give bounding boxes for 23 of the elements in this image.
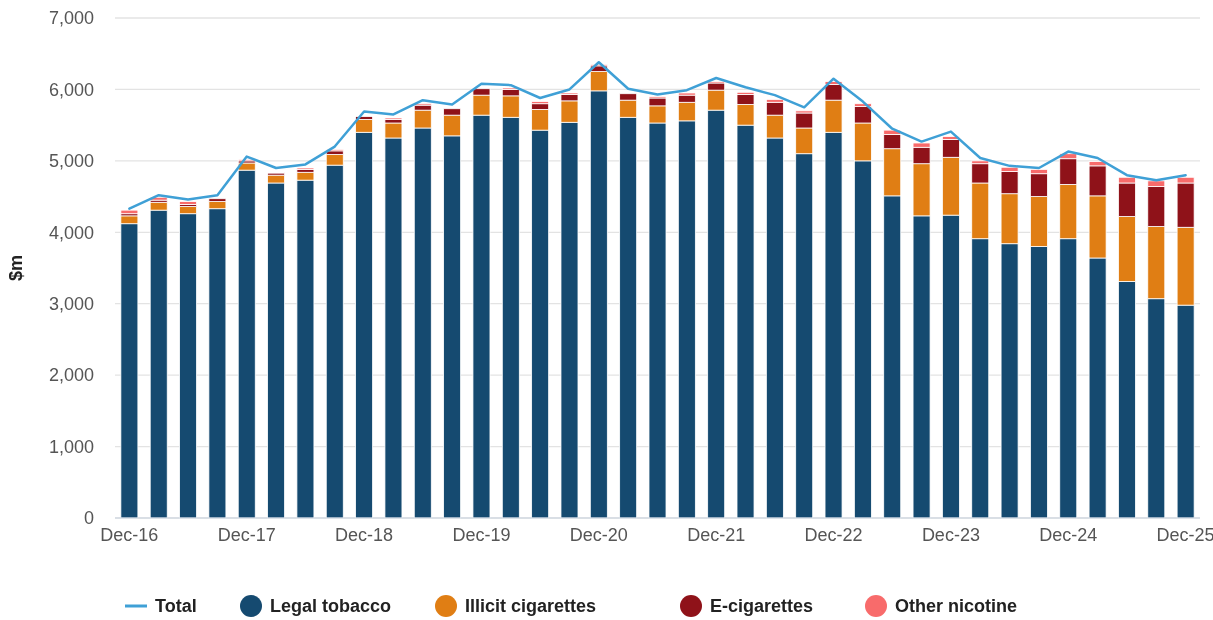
x-tick-label: Dec-20 xyxy=(569,525,628,545)
x-tick-label: Dec-19 xyxy=(452,525,511,545)
legend-label: Illicit cigarettes xyxy=(465,596,597,617)
y-tick-label: 5,000 xyxy=(48,151,94,172)
y-tick-label: 6,000 xyxy=(48,79,94,100)
x-tick-label: Dec-21 xyxy=(687,525,746,545)
y-tick-label: 2,000 xyxy=(48,365,94,386)
legend-label: Total xyxy=(155,596,197,617)
y-tick-label: 3,000 xyxy=(48,294,94,315)
legend-label: E-cigarettes xyxy=(710,596,814,617)
x-tick-label: Dec-23 xyxy=(921,525,980,545)
y-tick-label: 0 xyxy=(83,508,94,529)
legend-label: Other nicotine xyxy=(895,596,1018,617)
x-tick-label: Dec-17 xyxy=(217,525,276,545)
x-tick-label: Dec-18 xyxy=(335,525,394,545)
x-tick-label: Dec-24 xyxy=(1039,525,1098,545)
legend-label: Legal tobacco xyxy=(270,596,392,617)
y-tick-label: 7,000 xyxy=(48,8,94,29)
y-axis-title: $m xyxy=(6,254,26,282)
y-tick-label: 1,000 xyxy=(48,436,94,457)
x-tick-label: Dec-16 xyxy=(100,525,159,545)
y-tick-label: 4,000 xyxy=(48,222,94,243)
x-tick-label: Dec-22 xyxy=(804,525,863,545)
